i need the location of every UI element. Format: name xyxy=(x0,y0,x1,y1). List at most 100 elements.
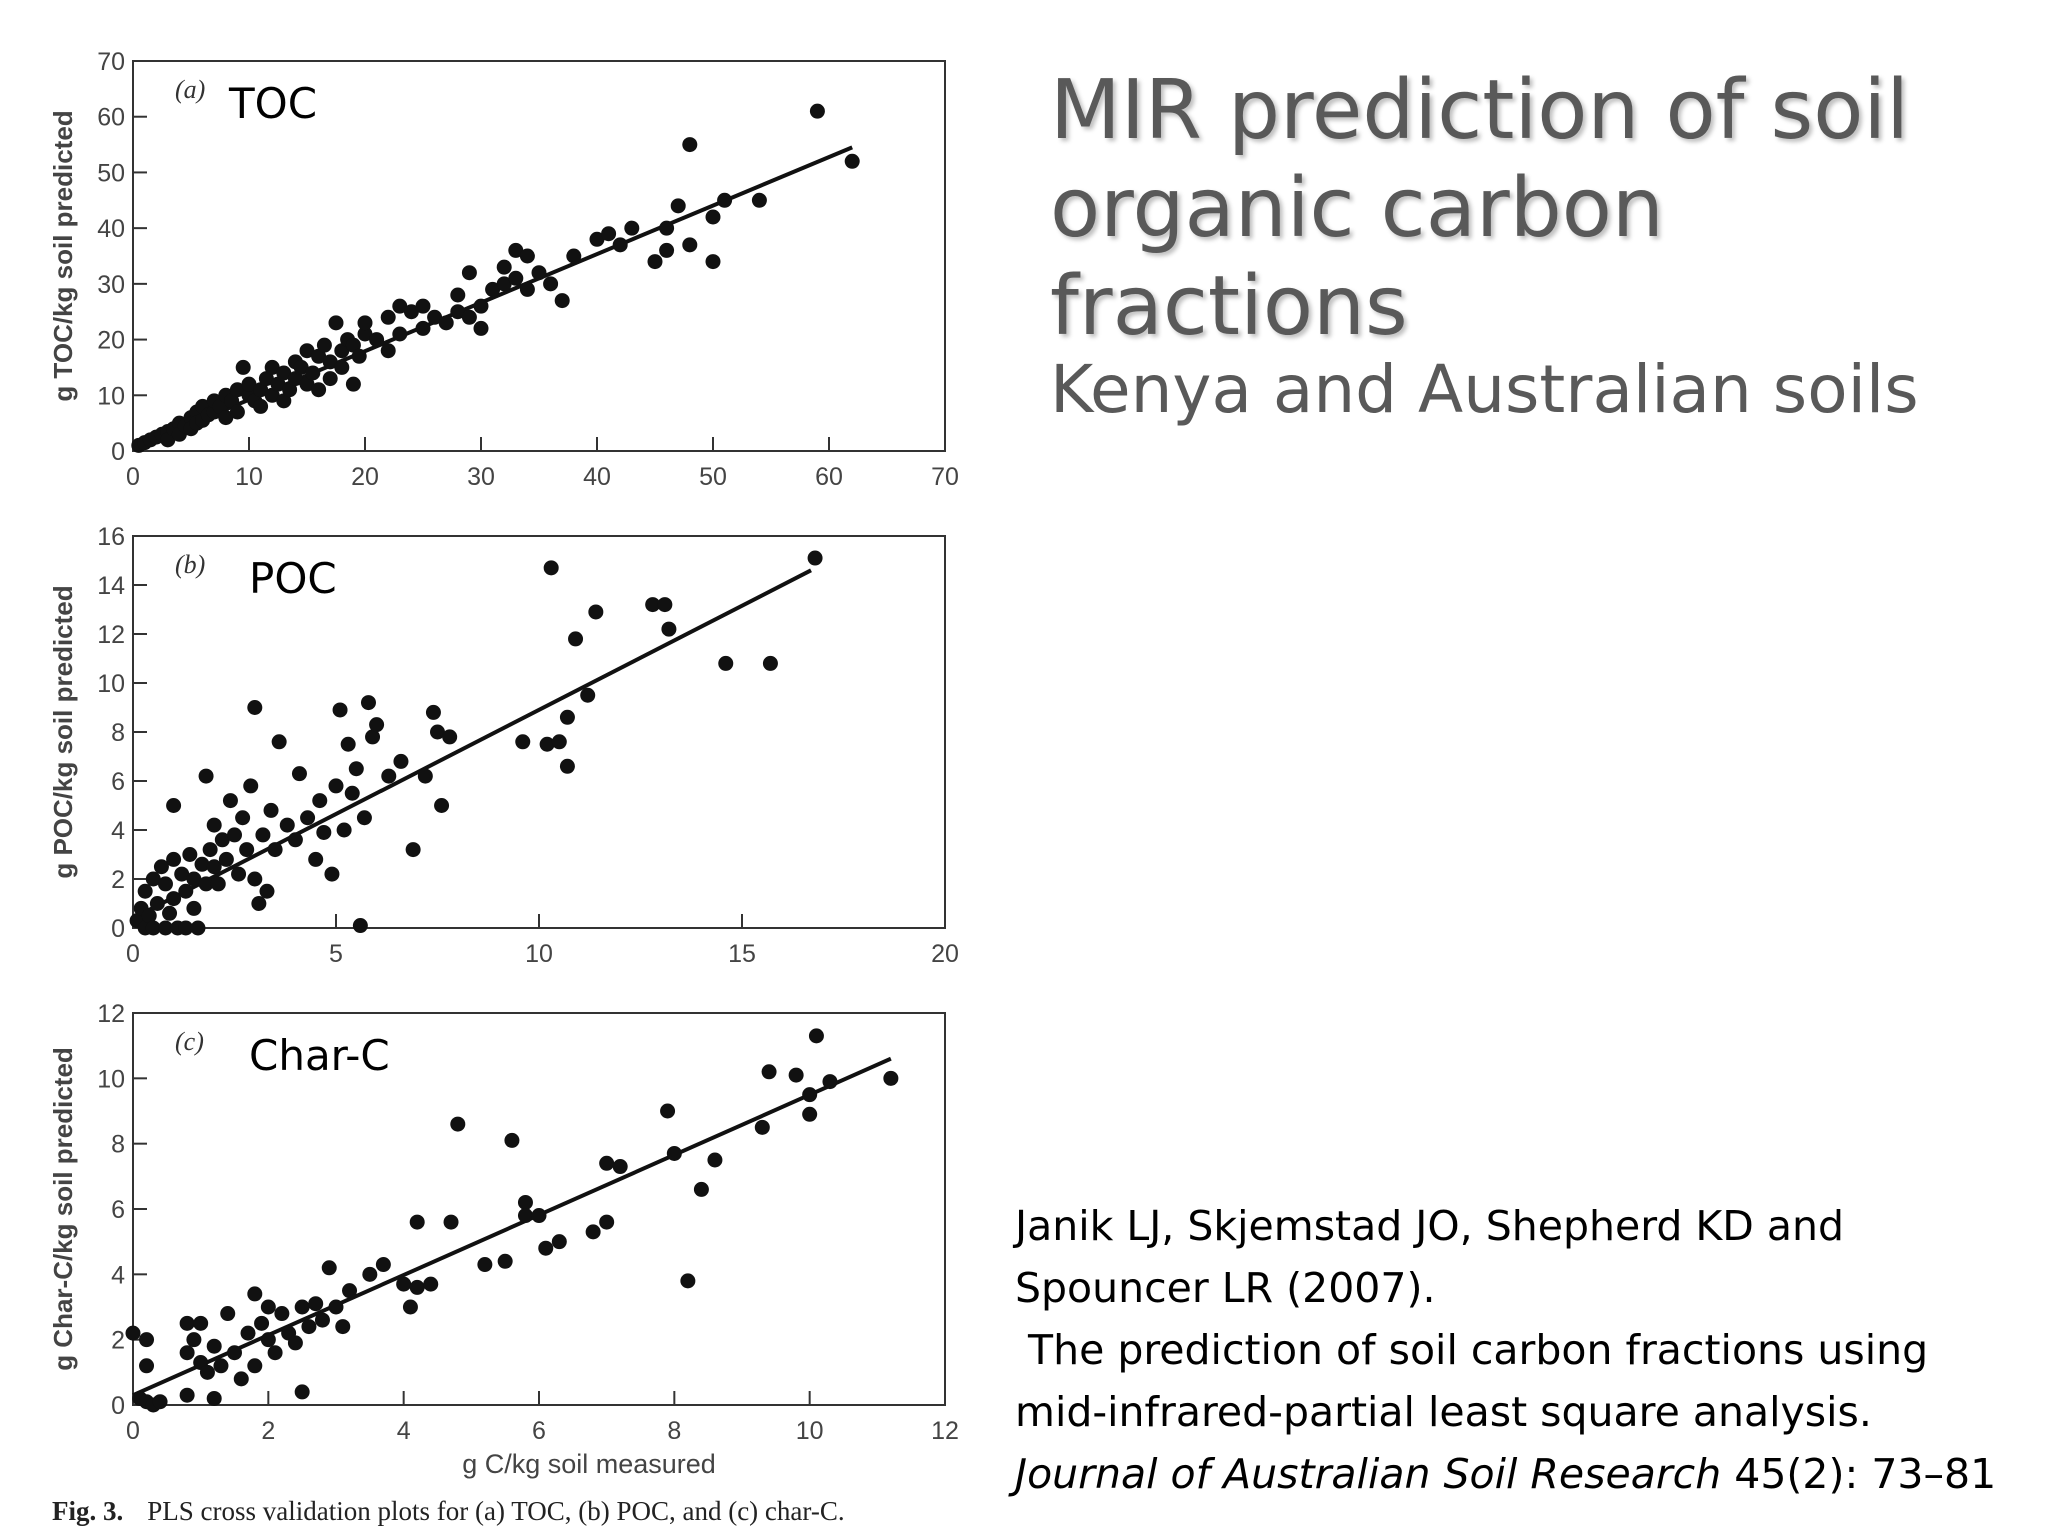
poc-data-point xyxy=(206,859,222,875)
toc-data-point xyxy=(276,393,292,409)
char-c-panel-title: Char-C xyxy=(249,1031,390,1080)
poc-data-point xyxy=(247,700,263,715)
poc-data-point xyxy=(157,876,173,892)
poc-y-tick-label: 2 xyxy=(111,866,125,894)
poc-data-point xyxy=(247,871,263,887)
toc-data-point xyxy=(519,281,535,297)
char-c-x-tick-label: 4 xyxy=(397,1417,411,1445)
char-c-data-point xyxy=(125,1325,141,1341)
poc-data-point xyxy=(271,734,287,750)
char-c-data-point xyxy=(328,1299,344,1315)
toc-data-point xyxy=(705,209,721,225)
slide-title-line2: organic carbon fractions xyxy=(1050,161,1664,354)
poc-data-point xyxy=(202,842,218,858)
toc-data-point xyxy=(473,320,489,336)
char-c-x-tick-label: 0 xyxy=(126,1417,140,1445)
toc-data-point xyxy=(235,359,251,375)
char-c-data-point xyxy=(206,1390,222,1406)
char-c-data-point xyxy=(822,1074,838,1090)
toc-data-point xyxy=(392,298,408,314)
char-c-data-point xyxy=(497,1253,513,1269)
toc-data-point xyxy=(218,410,234,426)
poc-y-tick-label: 6 xyxy=(111,768,125,796)
poc-data-point xyxy=(206,817,222,833)
char-c-x-tick-label: 10 xyxy=(796,1417,824,1445)
toc-data-point xyxy=(264,387,280,403)
poc-data-point xyxy=(166,851,182,867)
char-c-data-point xyxy=(680,1273,696,1289)
poc-data-point xyxy=(360,695,376,711)
poc-data-point xyxy=(442,729,458,745)
char-c-data-point xyxy=(788,1067,804,1083)
toc-data-point xyxy=(229,404,245,420)
char-c-data-point xyxy=(220,1306,236,1322)
toc-data-point xyxy=(624,220,640,236)
char-c-x-tick-label: 2 xyxy=(261,1417,275,1445)
figure-caption-label: Fig. 3. xyxy=(52,1496,124,1526)
poc-data-point xyxy=(178,883,194,899)
poc-data-point xyxy=(348,761,364,777)
poc-data-point xyxy=(141,908,157,924)
toc-data-point xyxy=(287,371,303,387)
char-c-panel-tag: (c) xyxy=(175,1027,204,1056)
toc-data-point xyxy=(554,293,570,309)
char-c-x-tick-label: 6 xyxy=(532,1417,546,1445)
char-c-data-point xyxy=(531,1208,547,1224)
poc-panel-tag: (b) xyxy=(175,550,205,579)
poc-data-point xyxy=(588,604,604,620)
poc-data-point xyxy=(218,851,234,867)
toc-data-point xyxy=(403,304,419,320)
toc-data-point xyxy=(299,376,315,392)
toc-data-point xyxy=(427,309,443,325)
char-c-y-tick-label: 6 xyxy=(111,1196,125,1224)
poc-y-tick-label: 16 xyxy=(97,523,125,551)
toc-data-point xyxy=(351,348,367,364)
toc-y-tick-label: 50 xyxy=(97,159,125,187)
poc-data-point xyxy=(137,883,153,899)
toc-data-point xyxy=(508,242,524,258)
char-c-data-point xyxy=(335,1319,351,1335)
poc-data-point xyxy=(198,768,214,784)
poc-y-tick-label: 12 xyxy=(97,621,125,649)
toc-data-point xyxy=(461,309,477,325)
char-c-y-tick-label: 8 xyxy=(111,1131,125,1159)
poc-data-point xyxy=(316,824,332,840)
poc-data-point xyxy=(210,876,226,892)
citation-journal: Journal of Australian Soil Research xyxy=(1015,1450,1722,1498)
poc-data-point xyxy=(559,758,575,774)
char-c-data-point xyxy=(179,1315,195,1331)
char-c-data-point xyxy=(139,1332,155,1348)
poc-data-point xyxy=(178,920,194,936)
poc-data-point xyxy=(308,851,324,867)
toc-data-point xyxy=(508,270,524,286)
toc-data-point xyxy=(450,287,466,303)
char-c-data-point xyxy=(538,1240,554,1256)
toc-x-tick-label: 20 xyxy=(351,463,379,491)
toc-scatter-panel: 0 10 20 30 40 50 60 70 0 10 20 30 40 50 60 70 g TOC/kg s… xyxy=(48,48,959,491)
toc-data-point xyxy=(473,298,489,314)
figure-caption: Fig. 3. PLS cross validation plots for (a… xyxy=(52,1496,845,1527)
char-c-data-point xyxy=(883,1070,899,1086)
poc-data-point xyxy=(291,766,307,782)
poc-data-point xyxy=(214,832,230,848)
toc-data-point xyxy=(809,103,825,119)
toc-y-tick-label: 70 xyxy=(97,48,125,76)
poc-data-point xyxy=(227,827,242,843)
char-c-data-point xyxy=(179,1387,195,1403)
poc-data-point xyxy=(365,729,381,745)
char-c-data-point xyxy=(754,1119,770,1135)
char-c-data-point xyxy=(139,1358,155,1374)
toc-data-point xyxy=(751,192,767,208)
toc-data-point xyxy=(270,376,286,392)
char-c-y-tick-label: 4 xyxy=(111,1261,125,1289)
toc-x-tick-label: 10 xyxy=(235,463,263,491)
poc-data-point xyxy=(222,793,238,809)
toc-data-point xyxy=(241,376,257,392)
poc-data-point xyxy=(356,810,372,826)
char-c-data-point xyxy=(342,1283,358,1299)
poc-x-tick-label: 10 xyxy=(525,940,553,968)
char-c-data-point xyxy=(206,1338,222,1354)
char-c-y-tick-label: 12 xyxy=(97,1000,125,1028)
poc-y-tick-label: 14 xyxy=(97,572,125,600)
